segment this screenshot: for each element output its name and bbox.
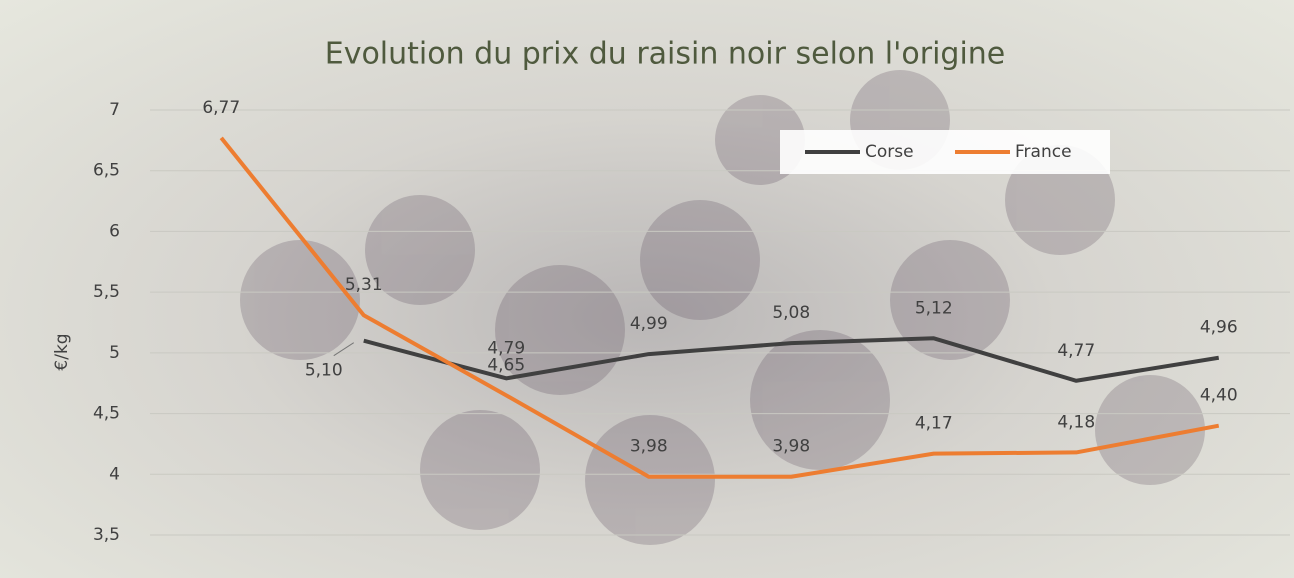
data-label: 4,99 [630, 314, 668, 334]
legend-label: Corse [865, 142, 914, 162]
chart-title: Evolution du prix du raisin noir selon l… [325, 37, 1006, 72]
y-tick-label: 3,5 [93, 525, 120, 545]
data-label: 4,96 [1200, 318, 1238, 338]
data-label: 3,98 [772, 437, 810, 457]
data-label: 5,08 [772, 303, 810, 323]
y-tick-label: 6,5 [93, 161, 120, 181]
legend: Corse France [780, 130, 1110, 174]
y-tick-label: 4,5 [93, 404, 120, 424]
data-label: 6,77 [202, 98, 240, 118]
y-axis-label: €/kg [52, 333, 72, 370]
data-label: 4,40 [1200, 386, 1238, 406]
page: Evolution du prix du raisin noir selon l… [0, 0, 1294, 578]
y-tick-label: 6 [109, 221, 120, 241]
y-tick-label: 7 [109, 100, 120, 120]
data-label: 5,10 [305, 361, 343, 381]
legend-label: France [1015, 142, 1072, 162]
data-label: 4,17 [915, 414, 953, 434]
chart: Evolution du prix du raisin noir selon l… [0, 0, 1294, 578]
y-tick-label: 4 [109, 464, 120, 484]
y-tick-label: 5 [109, 343, 120, 363]
y-tick-label: 5,5 [93, 282, 120, 302]
data-label: 4,65 [487, 355, 525, 375]
data-label: 5,12 [915, 298, 953, 318]
data-label: 5,31 [345, 275, 383, 295]
data-label: 4,18 [1057, 412, 1095, 432]
data-label: 3,98 [630, 437, 668, 457]
data-label: 4,77 [1057, 341, 1095, 361]
